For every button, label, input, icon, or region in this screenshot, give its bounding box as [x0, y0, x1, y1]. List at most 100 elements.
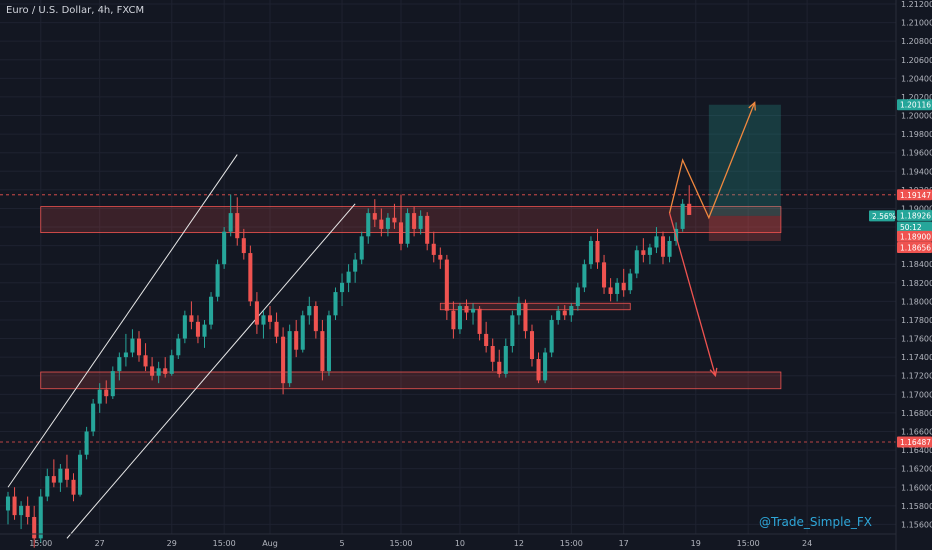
candle-body	[654, 236, 659, 248]
candle-body	[340, 282, 345, 293]
candle-body	[634, 250, 639, 274]
candle	[45, 468, 50, 502]
candle-body	[202, 324, 207, 337]
time-tick-label: 15:00	[737, 539, 760, 548]
candle	[366, 208, 371, 244]
candle	[484, 321, 489, 353]
candle-body	[647, 247, 652, 255]
candle-body	[38, 496, 43, 539]
candle-body	[267, 315, 273, 322]
candle	[123, 333, 128, 367]
candle-body	[575, 287, 580, 307]
candle	[562, 305, 567, 320]
chart-title: Euro / U.S. Dollar, 4h, FXCM	[6, 5, 145, 16]
position-label-text: 2.56%	[872, 212, 896, 221]
time-tick-label: 10	[455, 539, 465, 548]
candle	[136, 331, 142, 362]
price-tag-box	[897, 221, 932, 233]
price-tick-label: 1.17800	[901, 316, 932, 325]
candle	[104, 380, 109, 404]
candle	[523, 299, 528, 339]
candle	[222, 227, 227, 269]
candle	[19, 501, 24, 530]
candle	[313, 301, 318, 339]
candle-body	[163, 368, 168, 374]
candle	[353, 253, 358, 283]
candle-body	[19, 505, 24, 516]
candle	[150, 357, 155, 381]
price-tick-label: 1.17600	[901, 335, 932, 344]
candle-body	[457, 306, 462, 330]
candle	[267, 306, 273, 330]
candle-body	[477, 308, 482, 334]
candle	[641, 238, 646, 263]
profit-zone	[708, 104, 781, 216]
candle	[418, 210, 423, 235]
time-tick-label: 15:00	[213, 539, 236, 548]
candle-body	[78, 454, 83, 495]
price-tick-label: 1.20400	[901, 74, 932, 83]
candle-body	[189, 315, 194, 322]
price-tick-label: 1.20000	[901, 112, 932, 121]
candle-body	[294, 331, 299, 350]
position-layer	[708, 104, 781, 241]
candle	[294, 319, 299, 358]
candle	[5, 491, 11, 525]
candle	[320, 319, 325, 381]
candle	[464, 299, 469, 320]
candle-body	[602, 262, 607, 288]
candle	[91, 398, 96, 437]
candle	[438, 247, 443, 269]
candle	[32, 505, 37, 548]
candle	[12, 487, 17, 520]
price-tag-box	[897, 241, 932, 253]
price-tick-label: 1.15800	[901, 502, 932, 511]
price-tick-label: 1.17000	[901, 390, 932, 399]
price-tick-label: 1.17200	[901, 372, 932, 381]
projection-layer	[668, 101, 756, 378]
time-axis[interactable]: 15:00 27 29 15:00 Aug 5 15:00 10 12 15:00 17 19 15:0…	[0, 533, 896, 548]
candle	[667, 236, 672, 263]
candle-body	[549, 319, 554, 353]
price-axis[interactable]: 1.15600 1.15800 1.16000 1.16200 1.16400 1.166…	[895, 0, 932, 550]
candle	[359, 231, 364, 265]
candle	[241, 228, 246, 260]
channel-line	[7, 154, 238, 488]
candle-body	[412, 213, 417, 229]
candle-body	[536, 359, 541, 381]
candle	[510, 310, 515, 353]
candle	[307, 296, 312, 325]
candle-body	[687, 203, 692, 215]
price-tick-label: 1.19800	[901, 130, 932, 139]
candle-body	[123, 352, 128, 358]
candle-body	[497, 361, 502, 374]
candle-body	[438, 254, 443, 260]
candle-body	[680, 203, 685, 229]
price-tick-label: 1.20200	[901, 93, 932, 102]
price-tick-label: 1.18200	[901, 279, 932, 288]
candle-body	[64, 468, 69, 480]
candle	[615, 278, 620, 302]
price-tick-label: 1.16400	[901, 446, 932, 455]
candle	[621, 268, 626, 297]
price-tag: 1.19147	[897, 189, 932, 201]
price-tick-label: 1.20600	[901, 56, 932, 65]
candle	[235, 197, 240, 246]
candle-body	[307, 306, 312, 316]
time-tick-label: Aug	[262, 539, 278, 548]
candle-body	[71, 479, 76, 495]
candle	[647, 243, 652, 265]
candle-body	[51, 476, 56, 483]
candle	[582, 259, 587, 293]
candle	[130, 329, 135, 358]
candle	[51, 459, 56, 488]
time-tick-label: 19	[691, 539, 701, 548]
candle-body	[346, 271, 351, 283]
price-tag: 1.18900	[897, 230, 932, 242]
projection-path	[668, 102, 756, 220]
candle	[595, 228, 600, 269]
time-tick-label: 27	[95, 539, 105, 548]
candle-body	[543, 352, 548, 381]
candle	[575, 282, 580, 311]
